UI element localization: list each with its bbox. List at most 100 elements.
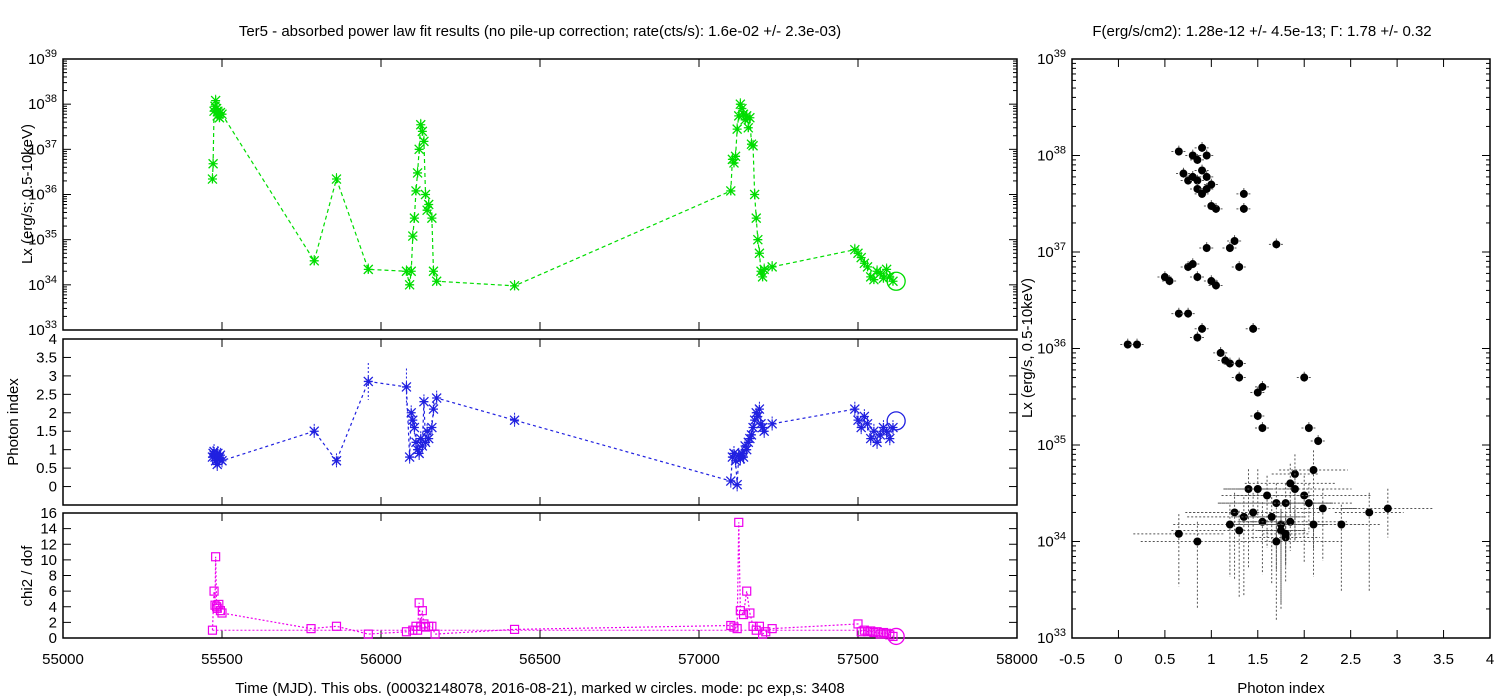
scatter-y-axis-label: Lx (erg/s, 0.5-10keV) bbox=[1019, 278, 1036, 418]
index-data-point bbox=[212, 459, 223, 470]
lx-data-point bbox=[214, 112, 225, 123]
index-data-point bbox=[748, 422, 759, 433]
index-data-point bbox=[875, 429, 886, 440]
scatter-data-point bbox=[1202, 151, 1211, 160]
scatter-data-point bbox=[1174, 147, 1183, 156]
index-data-point bbox=[859, 411, 870, 422]
index-data-point bbox=[217, 455, 227, 466]
index-data-point bbox=[754, 404, 765, 415]
chi2-data-point bbox=[761, 627, 771, 637]
chi2-y-tick-label: 2 bbox=[49, 614, 57, 631]
index-data-point bbox=[756, 418, 766, 429]
scatter-data-point bbox=[1133, 340, 1142, 349]
chi2-data-point bbox=[767, 624, 777, 634]
lx-data-point bbox=[418, 136, 429, 147]
lx-data-point bbox=[414, 144, 425, 155]
index-data-point bbox=[422, 426, 433, 437]
chi2-data-point bbox=[306, 624, 316, 634]
scatter-data-point bbox=[1193, 537, 1202, 546]
chi2-data-point bbox=[417, 606, 427, 616]
data-layer bbox=[207, 94, 1434, 646]
lx-data-point bbox=[853, 248, 863, 259]
lx-data-point bbox=[752, 234, 763, 245]
index-data-point bbox=[415, 433, 426, 444]
scatter-data-point bbox=[1300, 373, 1309, 382]
index-data-point bbox=[729, 448, 739, 459]
lx-data-point bbox=[217, 109, 227, 120]
scatter-data-point bbox=[1286, 517, 1295, 526]
scatter-x-tick-label: 2.5 bbox=[1340, 651, 1361, 668]
scatter-data-point bbox=[1337, 520, 1346, 529]
chi2-data-point bbox=[872, 627, 882, 637]
chi2-x-tick-label: 56500 bbox=[519, 651, 561, 668]
chi2-data-point bbox=[363, 629, 373, 639]
scatter-data-point bbox=[1193, 155, 1202, 164]
chi2-x-tick-label: 55500 bbox=[201, 651, 243, 668]
index-data-point bbox=[407, 415, 418, 426]
index-y-tick-label: 3 bbox=[49, 368, 57, 385]
scatter-data-point bbox=[1309, 520, 1318, 529]
tick-layer: 103310341035103610371038103900.511.522.5… bbox=[28, 48, 1494, 668]
index-y-tick-label: 1 bbox=[49, 442, 57, 459]
chi2-current-obs-marker bbox=[887, 627, 905, 646]
scatter-data-point bbox=[1193, 273, 1202, 282]
scatter-data-point bbox=[1286, 479, 1295, 488]
chi2-data-point bbox=[215, 606, 226, 616]
scatter-data-point bbox=[1249, 324, 1258, 333]
index-data-point bbox=[401, 381, 412, 392]
chi2-x-tick-label: 56000 bbox=[360, 651, 402, 668]
scatter-data-point bbox=[1216, 348, 1225, 357]
lx-data-point bbox=[733, 110, 744, 121]
lx-y-tick-label: 1036 bbox=[28, 184, 57, 204]
lx-y-tick-label: 1033 bbox=[28, 319, 57, 339]
chi2-series-line bbox=[211, 522, 894, 637]
scatter-data-point bbox=[1193, 176, 1202, 185]
index-data-point bbox=[757, 422, 768, 433]
lx-data-point bbox=[426, 213, 437, 224]
scatter-data-point bbox=[1239, 189, 1248, 198]
scatter-data-point bbox=[1253, 411, 1262, 420]
scatter-data-point bbox=[1300, 491, 1309, 500]
scatter-data-point bbox=[1309, 466, 1318, 475]
index-data-point bbox=[862, 418, 873, 429]
scatter-data-point bbox=[1365, 508, 1374, 517]
chi2-data-point bbox=[862, 627, 873, 637]
lx-data-point bbox=[868, 274, 879, 285]
scatter-x-tick-label: 3.5 bbox=[1433, 651, 1454, 668]
scatter-data-point bbox=[1198, 324, 1207, 333]
chi2-data-point bbox=[207, 625, 218, 635]
lx-data-point bbox=[401, 266, 412, 277]
index-data-point bbox=[732, 479, 743, 490]
index-data-point bbox=[868, 426, 879, 437]
lx-data-point bbox=[756, 266, 766, 277]
scatter-x-axis-label: Photon index bbox=[1237, 680, 1325, 697]
lx-data-point bbox=[884, 271, 895, 282]
scatter-data-point bbox=[1383, 504, 1392, 513]
scatter-data-point bbox=[1235, 262, 1244, 271]
scatter-data-point bbox=[1207, 201, 1216, 210]
index-data-point bbox=[744, 433, 755, 444]
index-data-point bbox=[363, 376, 374, 387]
lx-data-point bbox=[509, 280, 520, 291]
scatter-data-point bbox=[1174, 309, 1183, 318]
index-data-point bbox=[509, 415, 520, 426]
lx-data-point bbox=[363, 264, 374, 275]
lx-data-point bbox=[872, 266, 883, 277]
lx-data-point bbox=[749, 189, 760, 200]
lx-data-point bbox=[738, 109, 749, 120]
chi2-data-point bbox=[401, 627, 412, 637]
index-data-point bbox=[309, 426, 320, 437]
chi2-data-point bbox=[856, 627, 866, 637]
lx-data-point bbox=[736, 103, 747, 114]
lx-data-point bbox=[411, 185, 421, 196]
scatter-data-point bbox=[1235, 359, 1244, 368]
chi2-y-tick-label: 12 bbox=[40, 536, 57, 553]
chi2-data-point bbox=[888, 631, 898, 642]
lx-data-point bbox=[878, 273, 889, 284]
chi2-data-point bbox=[420, 622, 431, 632]
scatter-data-point bbox=[1253, 484, 1262, 493]
scatter-data-point bbox=[1239, 204, 1248, 213]
index-data-point bbox=[412, 444, 423, 455]
index-data-point bbox=[743, 437, 754, 448]
